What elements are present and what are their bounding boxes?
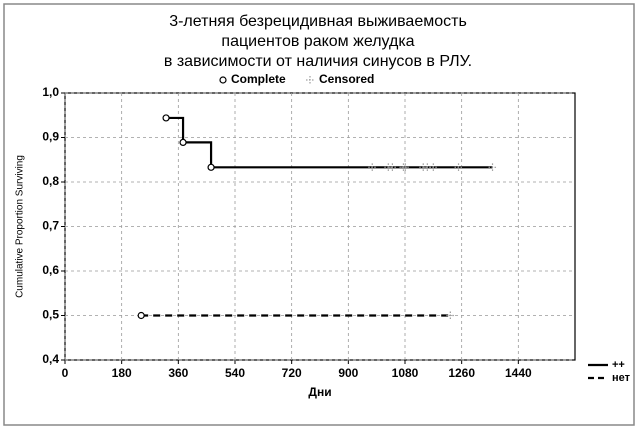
censored-marker xyxy=(384,163,393,172)
chart-title: 3-летняя безрецидивная выживаемость xyxy=(169,13,467,30)
complete-marker xyxy=(162,114,170,122)
x-tick-label: 1440 xyxy=(505,366,532,380)
censored-marker xyxy=(399,163,408,172)
legend-label: нет xyxy=(612,372,631,384)
y-tick-label: 0,7 xyxy=(42,219,59,233)
x-tick-label: 1080 xyxy=(392,366,419,380)
censored-marker xyxy=(368,163,377,172)
x-tick-label: 720 xyxy=(282,366,302,380)
complete-marker xyxy=(137,311,145,320)
chart-title: в зависимости от наличия синусов в РЛУ. xyxy=(164,53,472,70)
censored-marker xyxy=(388,163,397,172)
y-tick-label: 0,8 xyxy=(42,174,59,188)
y-tick-label: 1,0 xyxy=(42,85,59,99)
censored-marker xyxy=(488,163,497,172)
x-tick-label: 900 xyxy=(338,366,358,380)
y-tick-label: 0,5 xyxy=(42,308,59,322)
x-tick-label: 0 xyxy=(62,366,69,380)
legend-censored-marker xyxy=(306,76,314,84)
x-tick-label: 540 xyxy=(225,366,245,380)
y-tick-label: 0,9 xyxy=(42,130,59,144)
chart-title: пациентов раком желудка xyxy=(221,33,414,50)
legend-complete-marker xyxy=(219,76,227,84)
censored-marker xyxy=(419,163,428,172)
y-axis-label: Cumulative Proportion Surviving xyxy=(15,155,26,298)
y-tick-label: 0,4 xyxy=(42,352,59,366)
x-axis-label: Дни xyxy=(308,385,331,399)
legend-label: ++ xyxy=(612,359,625,371)
complete-marker xyxy=(179,138,187,146)
complete-marker xyxy=(207,163,215,171)
censored-marker xyxy=(454,163,463,172)
censored-marker xyxy=(429,163,438,172)
x-tick-label: 180 xyxy=(112,366,132,380)
y-tick-label: 0,6 xyxy=(42,263,59,277)
legend-label: Censored xyxy=(319,72,374,86)
censored-marker xyxy=(401,163,410,172)
x-tick-label: 360 xyxy=(168,366,188,380)
survival-line xyxy=(166,116,493,169)
legend-label: Complete xyxy=(231,72,286,86)
censored-marker xyxy=(446,311,455,320)
x-tick-label: 1260 xyxy=(448,366,475,380)
